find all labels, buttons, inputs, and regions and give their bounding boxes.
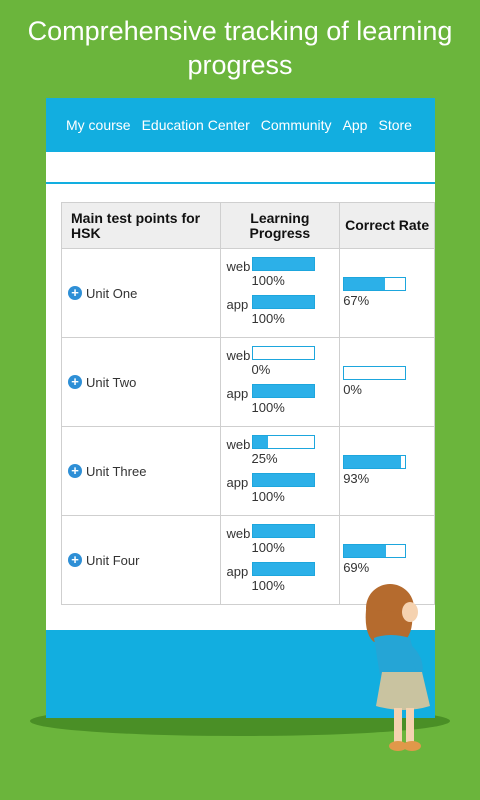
header-correct-rate: Correct Rate [339, 202, 435, 249]
web-progress-fill [252, 258, 314, 270]
nav-my-course[interactable]: My course [66, 117, 131, 133]
web-progress: web 25% [227, 433, 340, 471]
app-progress-fill [252, 385, 314, 397]
unit-label: Unit Four [86, 552, 140, 568]
rate-bar [343, 455, 407, 469]
web-progress-value: 0% [251, 362, 271, 377]
rate-cell: 67% [339, 248, 435, 338]
rate-bar [343, 366, 407, 380]
nav-community[interactable]: Community [260, 117, 332, 133]
headline: Comprehensive tracking of learning progr… [27, 16, 453, 80]
app-progress: app 100% [227, 293, 340, 331]
web-progress-bar [251, 435, 315, 449]
table-row: + Unit Two web 0% app 100% [61, 337, 435, 427]
app-progress-value: 100% [251, 489, 285, 504]
app-label: app [226, 564, 249, 579]
unit-label: Unit Two [86, 374, 137, 390]
web-progress-bar [251, 346, 315, 360]
correct-rate: 0% [343, 366, 434, 398]
progress-cell: web 100% app 100% [219, 248, 341, 338]
web-progress-bar [251, 257, 315, 271]
bottom-bar [46, 630, 435, 718]
unit-link[interactable]: + Unit One [68, 286, 220, 301]
web-progress-value: 100% [251, 273, 285, 288]
app-progress: app 100% [227, 382, 340, 420]
app-progress-value: 100% [251, 400, 285, 415]
unit-cell: + Unit Four [61, 515, 221, 605]
unit-link[interactable]: + Unit Four [68, 553, 220, 568]
app-progress-bar [251, 295, 315, 309]
nav-bar: My course Education Center Community App… [46, 98, 435, 152]
rate-fill [344, 278, 386, 290]
plus-circle-icon[interactable]: + [68, 375, 82, 389]
unit-label: Unit Three [86, 463, 147, 479]
app-progress-fill [252, 563, 314, 575]
header-test-points: Main test points for HSK [61, 202, 221, 249]
app-progress-bar [251, 473, 315, 487]
tablet-screen: My course Education Center Community App… [46, 98, 435, 718]
app-label: app [226, 475, 249, 490]
unit-link[interactable]: + Unit Two [68, 375, 220, 390]
nav-education-center[interactable]: Education Center [141, 117, 250, 133]
girl-illustration [365, 584, 430, 751]
rate-fill [344, 545, 387, 557]
nav-app[interactable]: App [342, 117, 368, 133]
correct-rate: 69% [343, 544, 434, 576]
web-label: web [226, 348, 251, 363]
nav-store[interactable]: Store [378, 117, 412, 133]
rate-bar [343, 544, 407, 558]
rate-value: 93% [343, 471, 370, 486]
unit-label: Unit One [86, 285, 138, 301]
app-progress-bar [251, 562, 315, 576]
table-row: + Unit Four web 100% app 100% [61, 515, 435, 605]
web-progress: web 0% [227, 344, 340, 382]
rate-value: 0% [343, 382, 362, 397]
app-progress-value: 100% [251, 578, 285, 593]
web-label: web [226, 437, 251, 452]
unit-cell: + Unit Three [61, 426, 221, 516]
correct-rate: 67% [343, 277, 434, 309]
progress-cell: web 100% app 100% [219, 515, 341, 605]
app-progress: app 100% [227, 471, 340, 509]
unit-cell: + Unit One [61, 248, 221, 338]
plus-circle-icon[interactable]: + [68, 286, 82, 300]
table-row: + Unit One web 100% app 100% [61, 248, 435, 338]
app-progress-fill [252, 296, 314, 308]
progress-cell: web 25% app 100% [219, 426, 341, 516]
plus-circle-icon[interactable]: + [68, 553, 82, 567]
web-progress-bar [251, 524, 315, 538]
app-progress-fill [252, 474, 314, 486]
table-row: + Unit Three web 25% app 100% [61, 426, 435, 516]
app-progress: app 100% [227, 560, 340, 598]
web-progress-value: 25% [251, 451, 278, 466]
correct-rate: 93% [343, 455, 434, 487]
header-learning-progress: Learning Progress [219, 202, 341, 249]
rate-fill [344, 456, 401, 468]
unit-link[interactable]: + Unit Three [68, 464, 220, 479]
progress-cell: web 0% app 100% [219, 337, 341, 427]
rate-bar [343, 277, 407, 291]
rate-value: 69% [343, 560, 370, 575]
web-progress-value: 100% [251, 540, 285, 555]
web-progress-fill [252, 525, 314, 537]
rate-cell: 0% [339, 337, 435, 427]
web-label: web [226, 259, 251, 274]
app-label: app [226, 386, 249, 401]
app-progress-bar [251, 384, 315, 398]
app-progress-value: 100% [251, 311, 285, 326]
rate-cell: 93% [339, 426, 435, 516]
web-progress: web 100% [227, 522, 340, 560]
unit-cell: + Unit Two [61, 337, 221, 427]
app-label: app [226, 297, 249, 312]
web-label: web [226, 526, 251, 541]
web-progress: web 100% [227, 255, 340, 293]
web-progress-fill [252, 436, 268, 448]
progress-table: Main test points for HSK Learning Progre… [61, 202, 435, 605]
rate-value: 67% [343, 293, 370, 308]
sub-bar [46, 152, 435, 184]
plus-circle-icon[interactable]: + [68, 464, 82, 478]
